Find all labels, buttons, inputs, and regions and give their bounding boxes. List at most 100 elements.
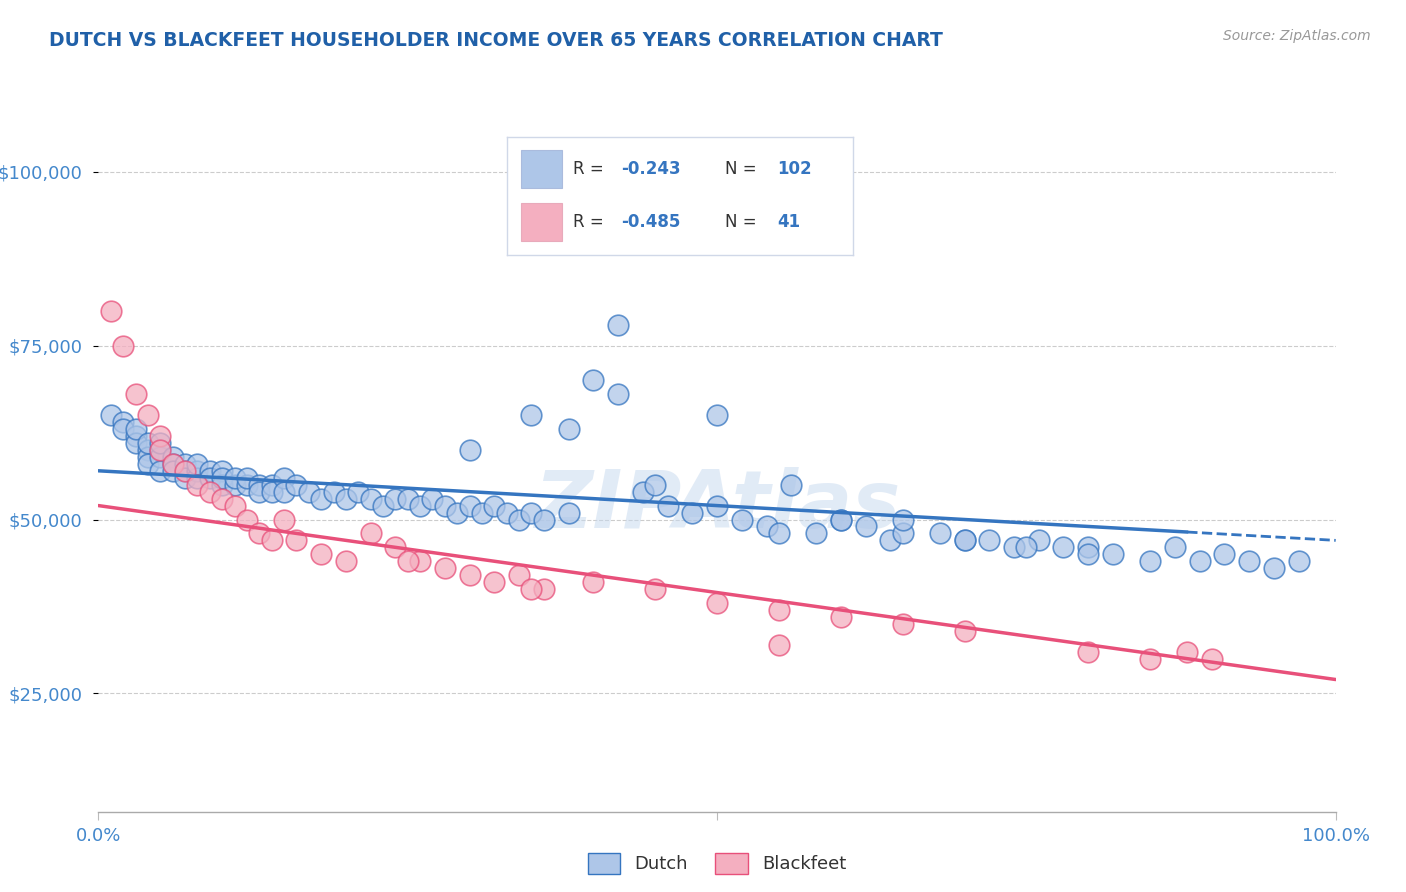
Point: [186, 464, 208, 478]
Point: [322, 484, 344, 499]
Point: [1201, 651, 1223, 665]
Point: [1237, 554, 1260, 568]
Point: [520, 408, 543, 422]
Point: [409, 499, 432, 513]
Point: [149, 442, 172, 457]
Point: [136, 457, 159, 471]
Point: [607, 387, 630, 401]
Point: [681, 506, 703, 520]
Point: [433, 499, 456, 513]
Legend: Dutch, Blackfeet: Dutch, Blackfeet: [579, 844, 855, 883]
Point: [1102, 547, 1125, 561]
Point: [124, 429, 146, 443]
Point: [347, 484, 370, 499]
Point: [471, 506, 494, 520]
Point: [508, 512, 530, 526]
Point: [657, 499, 679, 513]
Point: [1015, 541, 1038, 555]
Point: [360, 491, 382, 506]
Point: [1263, 561, 1285, 575]
Point: [149, 429, 172, 443]
Point: [433, 561, 456, 575]
Point: [162, 464, 184, 478]
Point: [273, 512, 295, 526]
Point: [198, 464, 221, 478]
Point: [768, 638, 790, 652]
Point: [533, 582, 555, 596]
Point: [186, 471, 208, 485]
Point: [186, 477, 208, 491]
Point: [891, 616, 914, 631]
Point: [582, 575, 605, 590]
Point: [100, 303, 122, 318]
Point: [335, 554, 357, 568]
Text: DUTCH VS BLACKFEET HOUSEHOLDER INCOME OVER 65 YEARS CORRELATION CHART: DUTCH VS BLACKFEET HOUSEHOLDER INCOME OV…: [49, 31, 943, 50]
Point: [1002, 541, 1025, 555]
Point: [100, 408, 122, 422]
Point: [236, 512, 259, 526]
Point: [396, 554, 419, 568]
Point: [136, 436, 159, 450]
Point: [335, 491, 357, 506]
Point: [631, 484, 654, 499]
Point: [804, 526, 827, 541]
Point: [1188, 554, 1211, 568]
Point: [953, 533, 976, 548]
Point: [236, 471, 259, 485]
Point: [136, 450, 159, 464]
Point: [149, 450, 172, 464]
Point: [162, 457, 184, 471]
Point: [298, 484, 321, 499]
Point: [557, 422, 579, 436]
Point: [644, 582, 666, 596]
Point: [273, 471, 295, 485]
Point: [706, 499, 728, 513]
Point: [149, 442, 172, 457]
Point: [953, 533, 976, 548]
Point: [285, 477, 308, 491]
Point: [706, 408, 728, 422]
Point: [124, 387, 146, 401]
Point: [247, 477, 270, 491]
Point: [136, 442, 159, 457]
Point: [1077, 547, 1099, 561]
Point: [112, 338, 135, 352]
Point: [162, 457, 184, 471]
Point: [1175, 645, 1198, 659]
Point: [484, 499, 506, 513]
Text: Source: ZipAtlas.com: Source: ZipAtlas.com: [1223, 29, 1371, 43]
Point: [174, 464, 197, 478]
Point: [371, 499, 394, 513]
Point: [1077, 645, 1099, 659]
Point: [731, 512, 754, 526]
Point: [1052, 541, 1074, 555]
Point: [384, 541, 406, 555]
Point: [582, 227, 605, 242]
Point: [260, 477, 283, 491]
Point: [409, 554, 432, 568]
Point: [112, 415, 135, 429]
Point: [1164, 541, 1187, 555]
Point: [260, 533, 283, 548]
Point: [458, 499, 481, 513]
Point: [768, 603, 790, 617]
Point: [582, 373, 605, 387]
Point: [533, 512, 555, 526]
Point: [928, 526, 950, 541]
Point: [124, 436, 146, 450]
Point: [224, 477, 246, 491]
Point: [484, 575, 506, 590]
Point: [236, 477, 259, 491]
Point: [891, 526, 914, 541]
Point: [224, 499, 246, 513]
Point: [508, 568, 530, 582]
Point: [247, 526, 270, 541]
Point: [520, 582, 543, 596]
Point: [953, 624, 976, 638]
Point: [1288, 554, 1310, 568]
Point: [124, 422, 146, 436]
Point: [396, 491, 419, 506]
Point: [186, 457, 208, 471]
Point: [162, 450, 184, 464]
Point: [309, 547, 332, 561]
